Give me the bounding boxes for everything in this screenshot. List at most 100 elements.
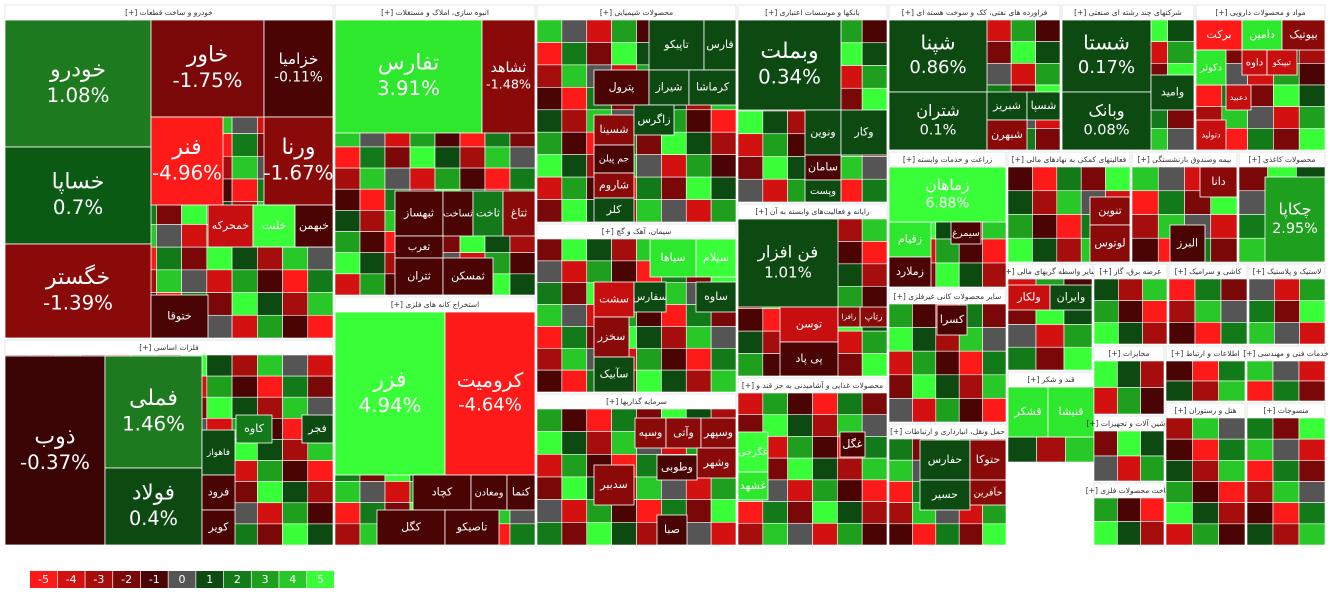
- sector-title[interactable]: سیمان، آهک و گچ [+]: [602, 226, 672, 236]
- stock-tile[interactable]: [593, 464, 635, 506]
- stock-tile[interactable]: [201, 509, 236, 546]
- stock-tile[interactable]: [634, 417, 667, 449]
- stock-tile[interactable]: [737, 431, 769, 473]
- stock-tile[interactable]: [696, 447, 737, 479]
- stock-tile[interactable]: [1195, 19, 1243, 51]
- stock-tile[interactable]: [235, 414, 273, 444]
- stock-tile[interactable]: [1264, 176, 1326, 263]
- stock-tile[interactable]: [969, 439, 1007, 481]
- stock-tile[interactable]: [1089, 196, 1131, 226]
- stock-tile[interactable]: [1089, 224, 1131, 263]
- stock-tile[interactable]: [804, 154, 842, 181]
- stock-tile[interactable]: [737, 218, 839, 308]
- stock-tile[interactable]: [294, 204, 334, 248]
- stock-tile[interactable]: [1026, 91, 1061, 121]
- sector-title[interactable]: لاستیک و پلاستیک [+]: [1253, 267, 1322, 276]
- stock-tile[interactable]: [481, 19, 536, 134]
- stock-tile[interactable]: [150, 294, 209, 339]
- stock-tile[interactable]: [263, 116, 334, 206]
- sector-title[interactable]: مواد و محصولات دارویی [+]: [1215, 8, 1305, 17]
- sector-title[interactable]: منسوجات [+]: [1263, 406, 1308, 415]
- stock-tile[interactable]: [737, 19, 842, 111]
- stock-tile[interactable]: [1225, 84, 1252, 111]
- stock-tile[interactable]: [376, 509, 446, 546]
- stock-tile[interactable]: [593, 197, 635, 223]
- stock-tile[interactable]: [334, 311, 446, 476]
- stock-tile[interactable]: [4, 19, 152, 148]
- sector-title[interactable]: زراعت و خدمات وابسته [+]: [903, 155, 993, 164]
- stock-tile[interactable]: [593, 356, 635, 393]
- sector-title[interactable]: حمل ونقل، انبارداری و ارتباطات [+]: [890, 427, 1005, 436]
- sector-title[interactable]: ساخت محصولات فلزی [+]: [1086, 486, 1173, 495]
- stock-tile[interactable]: [1007, 386, 1049, 438]
- sector-title[interactable]: بانکها و موسسات اعتباری [+]: [765, 8, 860, 17]
- sector-title[interactable]: ماشین آلات و تجهیزات [+]: [1086, 418, 1171, 428]
- sector-title[interactable]: استخراج کانه های فلزی [+]: [391, 300, 479, 309]
- stock-tile[interactable]: [593, 316, 630, 358]
- stock-tile[interactable]: [888, 221, 932, 258]
- stock-tile[interactable]: [506, 474, 536, 511]
- stock-tile[interactable]: [919, 479, 971, 511]
- stock-tile[interactable]: [839, 431, 866, 458]
- stock-tile[interactable]: [888, 256, 932, 288]
- stock-tile[interactable]: [737, 471, 769, 501]
- stock-tile[interactable]: [888, 91, 988, 151]
- sector-title[interactable]: فعالیتهای کمکی به نهادهای مالی [+]: [1012, 155, 1127, 164]
- sector-title[interactable]: سایر محصولات کانی غیرفلزی [+]: [894, 292, 1002, 301]
- stock-tile[interactable]: [394, 190, 444, 237]
- stock-tile[interactable]: [649, 238, 697, 278]
- sector-title[interactable]: رایانه و فعالیت‌های وابسته به آن [+]: [755, 206, 870, 216]
- stock-tile[interactable]: [648, 19, 705, 71]
- sector-title[interactable]: عرضه برق، گاز [+]: [1099, 267, 1161, 276]
- stock-tile[interactable]: [1047, 386, 1095, 438]
- stock-tile[interactable]: [1169, 224, 1206, 263]
- sector-title[interactable]: مخابرات [+]: [1108, 349, 1149, 358]
- sector-title[interactable]: سرمایه گذاریها [+]: [606, 397, 667, 406]
- sector-title[interactable]: خدمات فنی و مهندسی [+]: [1243, 349, 1329, 358]
- stock-tile[interactable]: [688, 69, 737, 106]
- stock-tile[interactable]: [301, 414, 334, 444]
- stock-tile[interactable]: [394, 257, 444, 296]
- stock-tile[interactable]: [986, 91, 1028, 121]
- stock-tile[interactable]: [442, 190, 474, 237]
- stock-tile[interactable]: [804, 179, 842, 203]
- stock-tile[interactable]: [593, 69, 650, 106]
- sector-title[interactable]: فلزات اساسی [+]: [139, 343, 199, 352]
- stock-tile[interactable]: [986, 119, 1028, 151]
- stock-tile[interactable]: [593, 281, 635, 318]
- stock-tile[interactable]: [779, 341, 839, 377]
- stock-tile[interactable]: [104, 467, 203, 546]
- sector-title[interactable]: سایر واسطه گریهای مالی [+]: [1003, 267, 1098, 276]
- stock-tile[interactable]: [700, 417, 737, 449]
- stock-tile[interactable]: [969, 479, 1007, 506]
- stock-tile[interactable]: [1007, 284, 1051, 311]
- stock-tile[interactable]: [840, 109, 888, 156]
- stock-tile[interactable]: [263, 19, 334, 118]
- stock-tile[interactable]: [779, 306, 839, 343]
- sector-title[interactable]: اطلاعات و ارتباط [+]: [1171, 349, 1240, 358]
- sector-title[interactable]: هتل و رستوران [+]: [1174, 406, 1236, 415]
- stock-tile[interactable]: [207, 204, 254, 248]
- stock-tile[interactable]: [412, 474, 472, 511]
- stock-tile[interactable]: [4, 243, 152, 339]
- sector-title[interactable]: بیمه وصندوق بازنشستگی [+]: [1138, 155, 1232, 164]
- stock-tile[interactable]: [1199, 166, 1238, 198]
- stock-tile[interactable]: [150, 116, 224, 206]
- stock-tile[interactable]: [1150, 74, 1195, 111]
- stock-tile[interactable]: [1049, 284, 1093, 311]
- stock-tile[interactable]: [837, 306, 861, 328]
- sector-title[interactable]: محصولات کاغذی [+]: [1248, 155, 1315, 164]
- sector-title[interactable]: محصولات غذایی و آشامیدنی به جز قند و [+]: [742, 380, 883, 390]
- stock-tile[interactable]: [936, 304, 968, 336]
- stock-tile[interactable]: [444, 311, 536, 476]
- stock-tile[interactable]: [593, 172, 635, 199]
- stock-tile[interactable]: [695, 281, 737, 313]
- sector-title[interactable]: خودرو و ساخت قطعات [+]: [125, 8, 213, 17]
- stock-tile[interactable]: [1195, 49, 1227, 86]
- stock-tile[interactable]: [442, 257, 494, 296]
- stock-tile[interactable]: [104, 355, 203, 469]
- stock-tile[interactable]: [656, 454, 698, 481]
- stock-tile[interactable]: [1241, 49, 1268, 76]
- stock-tile[interactable]: [444, 509, 500, 546]
- stock-tile[interactable]: [1061, 19, 1152, 93]
